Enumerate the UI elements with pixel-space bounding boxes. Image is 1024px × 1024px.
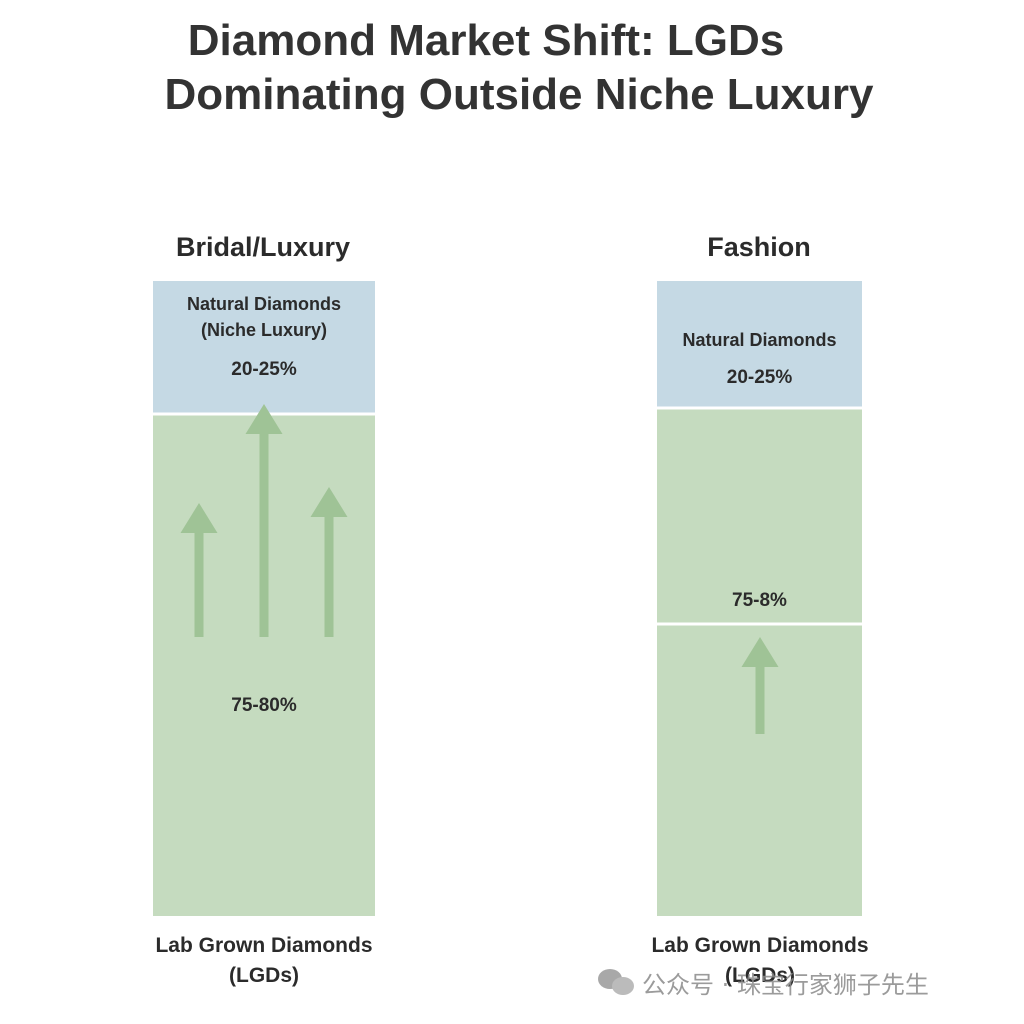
footer-label-bridal-line1: Lab Grown Diamonds	[155, 934, 372, 957]
category-label-bridal-luxury: Bridal/Luxury	[176, 232, 350, 262]
natural-value-bridal: 20-25%	[231, 359, 297, 380]
lgd-value-fashion: 75-8%	[732, 590, 787, 611]
chart-title-line1: Diamond Market Shift: LGDs	[187, 16, 785, 65]
footer-label-fashion-line2: (LGDs)	[725, 964, 795, 987]
bar-segment-natural-fashion	[657, 281, 862, 408]
bar-segment-natural-bridal	[153, 281, 375, 414]
footer-label-bridal-line2: (LGDs)	[229, 964, 299, 987]
natural-value-fashion: 20-25%	[727, 367, 793, 388]
lgd-value-bridal: 75-80%	[231, 695, 297, 716]
footer-label-fashion-line1: Lab Grown Diamonds	[651, 934, 868, 957]
natural-label-bridal-line1: Natural Diamonds	[187, 294, 341, 314]
wechat-icon	[598, 967, 634, 997]
watermark: 公众号 · 珠宝行家狮子先生	[598, 962, 929, 1002]
natural-label-bridal-line2: (Niche Luxury)	[201, 320, 327, 340]
chart-title: Diamond Market Shift: LGDs Dominating Ou…	[0, 14, 1024, 122]
category-label-fashion: Fashion	[707, 232, 811, 262]
bar-group-fashion: Fashion Natural Diamonds 20-25% 75-8% La…	[651, 232, 868, 987]
growth-arrows-bridal	[180, 404, 348, 637]
chart-title-line2: Dominating Outside Niche Luxury	[164, 70, 874, 119]
growth-arrow-bridal-right	[310, 487, 348, 637]
natural-label-fashion-line1: Natural Diamonds	[682, 330, 836, 350]
growth-arrows-fashion	[741, 637, 779, 734]
growth-arrow-bridal-middle	[245, 404, 283, 637]
growth-arrow-fashion	[741, 637, 779, 734]
watermark-text: 公众号 · 珠宝行家狮子先生	[642, 970, 929, 999]
growth-arrow-bridal-left	[180, 503, 218, 637]
bar-group-bridal-luxury: Bridal/Luxury Natural Diamonds (Niche Lu…	[153, 232, 375, 987]
